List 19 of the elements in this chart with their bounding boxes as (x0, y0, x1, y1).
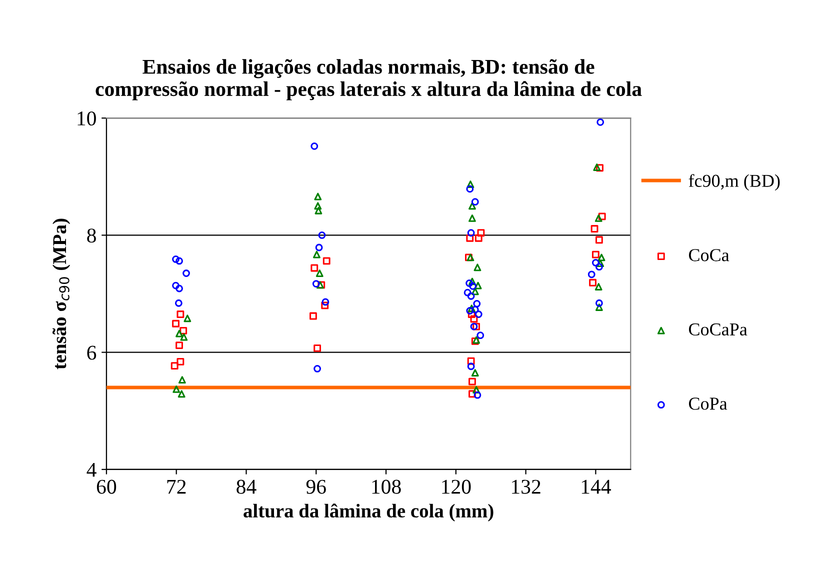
x-tick-label: 60 (96, 480, 116, 494)
x-tick-label: 144 (582, 480, 611, 494)
x-tick-label: 132 (512, 480, 540, 494)
y-tick-label: 8 (87, 228, 96, 243)
legend-label: CoCaPa (688, 323, 748, 336)
y-axis-title: tensão σ$_{c90}$ (MPa) (52, 218, 70, 370)
x-tick-label: 108 (372, 480, 401, 494)
x-tick-label: 84 (236, 480, 256, 494)
x-tick-label: 96 (306, 480, 326, 494)
x-tick-label: 72 (167, 480, 186, 494)
chart-title: Ensaios de ligações coladas normais, BD: tensão de compressão normal - peças laterais x altura da lâmina de cola (96, 59, 642, 100)
y-tick-label: 4 (86, 462, 96, 477)
legend-label: fc90,m (BD) (688, 174, 780, 191)
y-tick-label: 10 (78, 111, 96, 126)
y-tick-label: 6 (87, 346, 96, 360)
legend-label: CoPa (688, 398, 728, 410)
x-axis-title: altura da lâmina de cola (mm) (244, 504, 494, 522)
x-tick-label: 120 (442, 480, 471, 494)
legend-label: CoCa (688, 249, 730, 262)
